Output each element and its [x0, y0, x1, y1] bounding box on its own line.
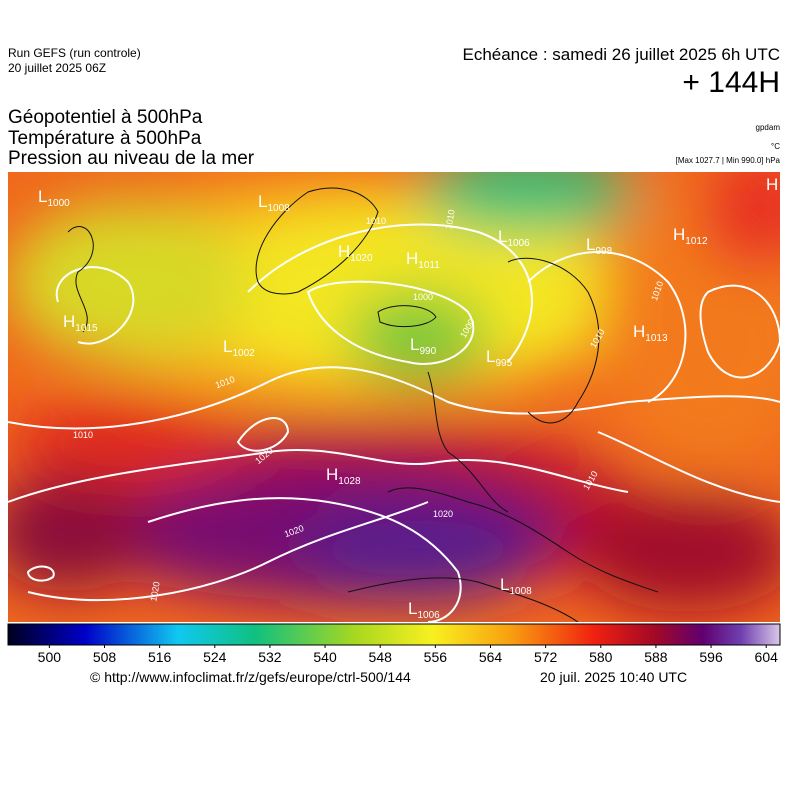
run-name: Run GEFS (run controle): [8, 46, 141, 60]
colorbar-tick-label: 500: [38, 649, 62, 665]
center-value: 1020: [350, 253, 373, 264]
field-title: Température à 500hPa: [8, 128, 202, 149]
colorbar: 500 508 516 524 532 540 548 556 564 572 580 588 596 6…: [7, 623, 781, 665]
pressure-center: L995: [486, 347, 513, 369]
center-letter: L: [38, 187, 47, 206]
center-letter: H: [338, 242, 350, 261]
field-title: Pression au niveau de la mer: [8, 148, 255, 169]
pressure-center: L1008: [258, 192, 290, 214]
center-value: 1008: [267, 203, 290, 214]
pressure-center: H1028: [326, 465, 361, 487]
center-letter: H: [766, 175, 778, 194]
colorbar-tick-label: 596: [699, 649, 723, 665]
coastlines: [67, 187, 659, 622]
pressure-center: L1002: [223, 337, 255, 359]
colorbar-scale: [7, 623, 781, 646]
center-value: 1006: [417, 610, 440, 621]
generated-time: 20 juil. 2025 10:40 UTC: [540, 669, 688, 685]
colorbar-tick-label: 588: [644, 649, 668, 665]
isobar-label: 1000: [413, 292, 433, 302]
pressure-center: L990: [410, 335, 437, 357]
field-shading: 1010 101010001010101010201020102010201010…: [8, 172, 780, 622]
pressure-center: L1006: [498, 227, 530, 249]
center-value: 1015: [75, 323, 98, 334]
isobar-label: 1010: [366, 216, 386, 226]
colorbar-tick-label: 524: [203, 649, 227, 665]
center-letter: H: [63, 312, 75, 331]
isobar-label: 1010: [443, 209, 456, 230]
center-letter: H: [633, 322, 645, 341]
pressure-center: L998: [586, 235, 613, 257]
center-value: 1006: [507, 238, 530, 249]
pressure-center: H1012: [673, 225, 708, 247]
source-url: © http://www.infoclimat.fr/z/gefs/europe…: [90, 669, 411, 685]
center-letter: L: [498, 227, 507, 246]
center-value: 995: [495, 358, 512, 369]
field-title: Géopotentiel à 500hPa: [8, 107, 203, 128]
pressure-center: H1020: [338, 242, 373, 264]
valid-time: Echéance : samedi 26 juillet 2025 6h UTC: [462, 45, 780, 64]
pressure-center: H1011: [406, 249, 440, 271]
center-letter: L: [486, 347, 495, 366]
center-letter: L: [586, 235, 595, 254]
center-letter: L: [410, 335, 419, 354]
colorbar-tick-label: 508: [93, 649, 117, 665]
run-date: 20 juillet 2025 06Z: [8, 61, 107, 75]
colorbar-tick-label: 548: [369, 649, 393, 665]
center-value: 1008: [509, 586, 532, 597]
isobar-label: 1020: [148, 581, 161, 602]
center-letter: H: [326, 465, 338, 484]
isobar-label: 1010: [73, 430, 93, 440]
pressure-center: H1013: [633, 322, 668, 344]
pressure-center: L1008: [500, 575, 532, 597]
unit-label: gpdam: [755, 123, 780, 132]
colorbar-tick-label: 572: [534, 649, 558, 665]
isobar-label: 1020: [433, 509, 453, 519]
center-letter: H: [406, 249, 418, 268]
colorbar-tick-label: 604: [755, 649, 779, 665]
pressure-center: H1015: [63, 312, 98, 334]
center-value: 1002: [232, 348, 255, 359]
center-value: 1028: [338, 476, 361, 487]
colorbar-tick-label: 580: [589, 649, 613, 665]
center-letter: L: [223, 337, 232, 356]
center-letter: L: [408, 599, 417, 618]
center-letter: L: [500, 575, 509, 594]
pressure-center: H: [766, 175, 778, 194]
pressure-extremes: [Max 1027.7 | Min 990.0] hPa: [675, 156, 780, 165]
pressure-center: L1006: [408, 599, 440, 621]
center-value: 1011: [418, 260, 440, 271]
center-value: 998: [595, 246, 612, 257]
center-letter: H: [673, 225, 685, 244]
center-value: 1013: [645, 333, 668, 344]
colorbar-tick-label: 540: [313, 649, 337, 665]
center-value: 1012: [685, 236, 708, 247]
colorbar-tick-label: 556: [424, 649, 448, 665]
center-value: 990: [419, 346, 436, 357]
colorbar-tick-label: 532: [258, 649, 282, 665]
colorbar-tick-label: 564: [479, 649, 503, 665]
lead-time: + 144H: [682, 66, 780, 99]
map: 1010 101010001010101010201020102010201010…: [8, 172, 780, 622]
center-letter: L: [258, 192, 267, 211]
center-value: 1000: [47, 198, 70, 209]
colorbar-tick-label: 516: [148, 649, 172, 665]
unit-label: °C: [771, 142, 780, 151]
isobars: [8, 223, 780, 622]
pressure-center: L1000: [38, 187, 70, 209]
